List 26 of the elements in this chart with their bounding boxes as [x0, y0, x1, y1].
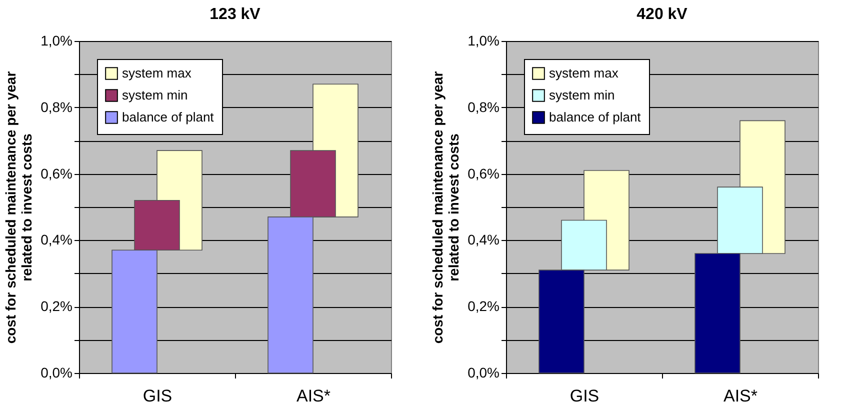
y-tick-label: 0,8%	[468, 98, 500, 115]
y-tick-label: 0,4%	[40, 232, 72, 248]
chart-title: 123 kV	[210, 6, 261, 23]
y-axis-title: cost for scheduled maintenance per year related to invest costs	[430, 70, 462, 344]
y-tick-label: 0,6%	[468, 165, 500, 182]
y-tick-label: 0,0%	[40, 364, 72, 380]
legend-label: system max	[549, 66, 619, 80]
y-tick-label: 1,0%	[40, 32, 72, 48]
y-tick-label: 0,2%	[468, 298, 500, 314]
y-tick-label: 1,0%	[468, 32, 500, 48]
legend-label: system max	[122, 66, 192, 80]
y-tick-label: 0,2%	[40, 298, 72, 314]
y-tick-label: 0,6%	[40, 165, 72, 182]
y-tick-label: 0,4%	[468, 232, 500, 248]
x-tick-label: GIS	[570, 386, 600, 406]
x-tick-label: AIS*	[723, 386, 758, 406]
legend-label: balance of plant	[122, 110, 214, 124]
y-tick-label: 0,8%	[40, 98, 72, 115]
legend-label: system min	[122, 88, 188, 102]
y-axis-title: cost for scheduled maintenance per year related to invest costs	[2, 70, 35, 344]
x-tick-label: GIS	[142, 386, 172, 406]
y-tick-label: 0,0%	[468, 364, 500, 380]
legend-label: balance of plant	[549, 110, 642, 124]
chart-title: 420 kV	[636, 6, 688, 23]
legend-label: system min	[549, 88, 615, 102]
x-tick-label: AIS*	[296, 386, 331, 406]
